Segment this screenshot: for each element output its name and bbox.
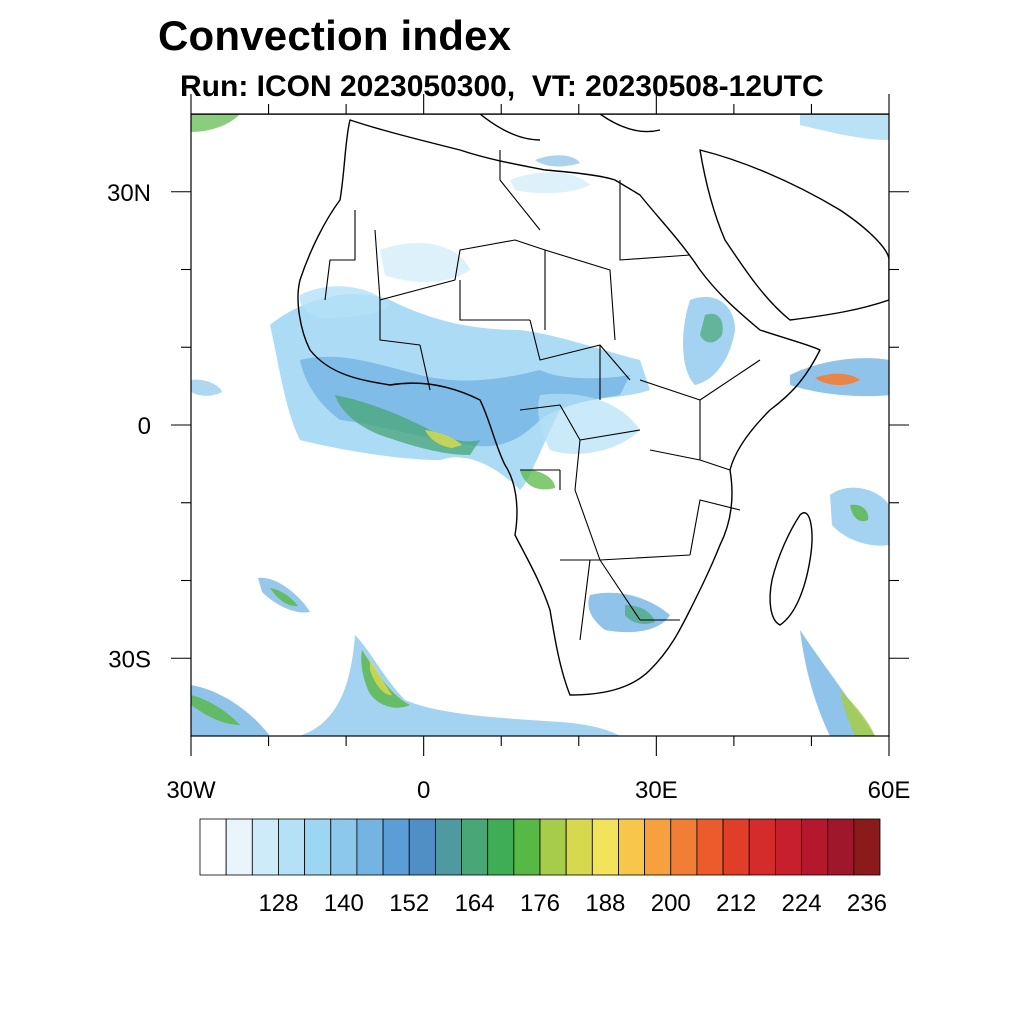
convection-arabian-sea-core [815,373,860,386]
axis-ticks [171,94,909,756]
axis-tick-labels: 30W 0 30E 60E 30N 0 30S [107,180,910,804]
colorbar-swatch [618,818,646,876]
colorbar-swatch [304,818,332,876]
colorbar-swatch [408,818,436,876]
run-subtitle: Run: ICON 2023050300, VT: 20230508-12UTC [180,70,824,103]
colorbar-label: 152 [389,890,429,917]
colorbar-swatch [487,818,515,876]
colorbar-label: 176 [520,890,560,917]
europe-coastline [191,114,889,141]
convection-sw-corner [191,685,270,736]
lon-tick-label: 30E [635,777,678,804]
convection-west-ocean-spot [191,379,222,396]
convection-ethiopia-green [700,313,723,343]
colorbar-swatch [356,818,384,876]
colorbar-swatch [461,818,489,876]
colorbar-swatch [251,818,279,876]
colorbar-label: 164 [455,890,495,917]
country-borders [324,150,761,641]
convection-med-patch [535,155,580,167]
colorbar-swatch [330,818,358,876]
colorbar-label: 128 [258,890,298,917]
arabia-coastline [699,149,889,321]
convection-southern-front-yellow [370,660,392,696]
colorbar-swatch [565,818,593,876]
colorbar-swatch [853,818,881,876]
colorbar-swatch [801,818,829,876]
colorbar-swatch [278,818,306,876]
lon-tick-label: 0 [417,777,430,804]
colorbar-swatch [644,818,672,876]
colorbar-label: 188 [585,890,625,917]
colorbar-swatch [591,818,619,876]
convection-southern-front-green [361,650,410,708]
colorbar-label: 224 [782,890,822,917]
convection-sw-corner-green [191,695,240,725]
colorbar-swatch [539,818,567,876]
colorbar-swatch [434,818,462,876]
coastlines [191,114,889,696]
colorbar-swatch [827,818,855,876]
colorbar-swatch [225,818,253,876]
colorbar-label: 212 [716,890,756,917]
colorbar-swatch [199,818,227,876]
convection-yellow-gulf [425,430,462,448]
convection-ne-corner [800,114,889,140]
colorbar-swatch [513,818,541,876]
colorbar-swatch [722,818,750,876]
convection-sahara-patch [380,242,470,282]
colorbar-labels: 128 140 152 164 176 188 200 212 224 236 [258,890,887,917]
border-lines [324,150,761,641]
colorbar-swatch [696,818,724,876]
colorbar-label: 200 [651,890,691,917]
convection-se-ocean-green [840,690,875,736]
convection-nw-corner [191,114,240,132]
lat-tick-label: 0 [138,413,151,440]
convection-gabon-green [520,469,555,490]
map-title: Convection index [158,12,512,59]
colorbar-swatch [774,818,802,876]
colorbar-swatch [382,818,410,876]
convection-madagascar-east-core [850,504,869,522]
convection-sahel-patch [299,286,390,318]
lat-tick-label: 30N [107,180,151,207]
lon-tick-label: 60E [868,777,911,804]
africa-coastline [297,119,821,696]
lat-tick-label: 30S [108,646,151,673]
convection-south-atlantic-streak-core [270,588,298,607]
colorbar-label: 236 [847,890,887,917]
lon-tick-label: 30W [166,777,216,804]
convection-southern-front [300,635,620,736]
convection-libya-patch [510,172,590,194]
colorbar [199,818,881,876]
madagascar-coastline [769,512,813,626]
colorbar-swatch [748,818,776,876]
colorbar-swatch [670,818,698,876]
convection-central-africa [538,393,640,454]
colorbar-label: 140 [324,890,364,917]
convection-field [191,114,889,736]
